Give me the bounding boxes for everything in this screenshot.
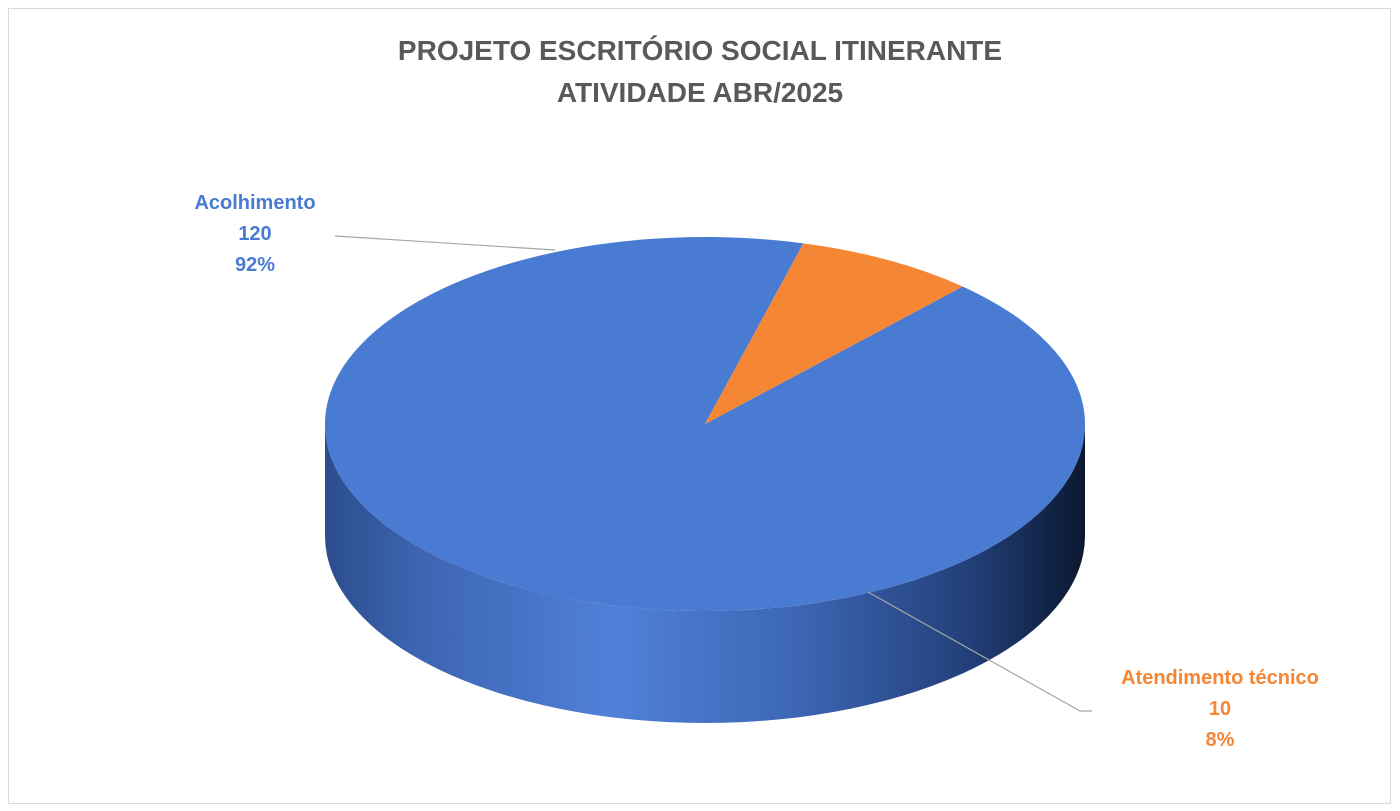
data-label-acolhimento-value: 120 bbox=[238, 223, 272, 245]
chart-title-line-1: PROJETO ESCRITÓRIO SOCIAL ITINERANTE bbox=[397, 35, 1003, 66]
data-label-atendimento-percent: 8% bbox=[1205, 729, 1235, 751]
data-label-acolhimento: Acolhimento 120 92% bbox=[160, 188, 350, 281]
data-label-atendimento-name: Atendimento técnico bbox=[1121, 667, 1319, 689]
pie-slice-acolhimento bbox=[324, 237, 1085, 611]
pie-side-group bbox=[325, 424, 1085, 723]
chart-title-line-2: ATIVIDADE ABR/2025 bbox=[556, 77, 844, 108]
chart-title: PROJETO ESCRITÓRIO SOCIAL ITINERANTE ATI… bbox=[0, 30, 1400, 114]
pie-slice-atendimento-tecnico bbox=[705, 243, 963, 424]
pie-side-acolhimento-left bbox=[325, 424, 1085, 723]
pie-top-group bbox=[324, 237, 1085, 611]
leader-line-atendimento-tecnico bbox=[867, 591, 1092, 712]
data-label-acolhimento-name: Acolhimento bbox=[194, 192, 316, 214]
leader-line-acolhimento bbox=[334, 235, 556, 251]
data-label-acolhimento-percent: 92% bbox=[234, 254, 276, 276]
leader-lines bbox=[334, 235, 1092, 712]
data-label-atendimento-tecnico: Atendimento técnico 10 8% bbox=[1080, 663, 1360, 756]
data-label-atendimento-value: 10 bbox=[1208, 698, 1232, 720]
